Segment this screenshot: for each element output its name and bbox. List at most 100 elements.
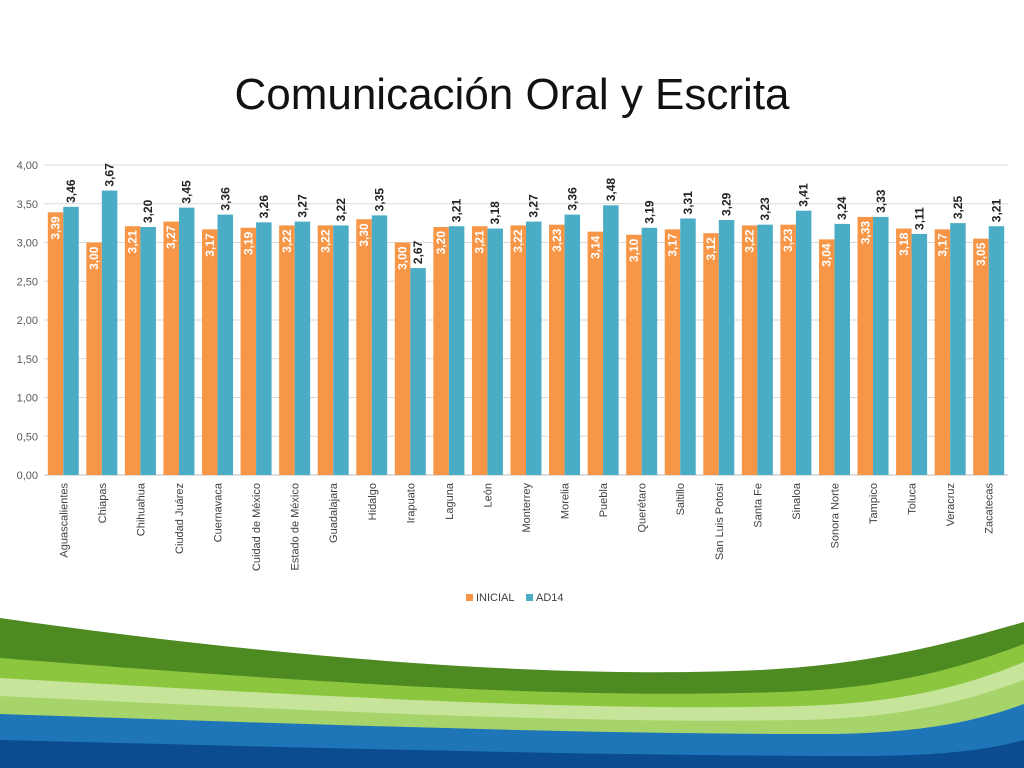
x-tick-label: Estado de México: [290, 483, 302, 570]
bar-ad14: [256, 222, 272, 475]
bar-inicial: [549, 224, 565, 475]
bar-inicial: [896, 228, 912, 475]
y-tick-label: 3,50: [17, 199, 38, 211]
bar-inicial: [163, 221, 179, 475]
bar-ad14: [718, 220, 735, 475]
bar-ad14: [101, 190, 118, 475]
value-label-inicial: 3,14: [588, 235, 602, 259]
value-label-ad14: 3,36: [218, 187, 232, 211]
value-label-inicial: 3,00: [396, 246, 410, 270]
x-tick-label: Tampico: [868, 483, 880, 524]
x-tick-label: León: [482, 483, 494, 507]
value-label-inicial: 3,22: [318, 229, 332, 253]
bar-ad14: [178, 207, 195, 475]
bar-inicial: [47, 212, 64, 475]
x-tick-label: Cuernavaca: [213, 482, 225, 542]
value-label-ad14: 3,27: [295, 194, 309, 218]
y-axis: 0,00 0,50 1,00 1,50 2,00 2,50 3,00 3,50 4,00: [17, 160, 38, 482]
x-tick-label: Hidalgo: [367, 483, 379, 520]
x-tick-label: Aguascalientes: [58, 483, 70, 558]
value-label-inicial: 3,23: [781, 228, 795, 252]
x-tick-label: Monterrey: [521, 483, 533, 533]
value-label-ad14: 3,21: [989, 199, 1003, 223]
x-tick-label: Irapuato: [405, 483, 417, 523]
bar-inicial: [664, 229, 681, 475]
y-tick-label: 4,00: [17, 160, 38, 172]
bar-ad14: [487, 228, 503, 475]
bar-ad14: [795, 210, 812, 475]
value-label-inicial: 3,39: [49, 216, 63, 240]
y-tick-label: 0,00: [17, 470, 38, 482]
bar-ad14: [333, 225, 349, 475]
value-label-ad14: 3,18: [488, 201, 502, 225]
bar-inicial: [240, 227, 257, 475]
x-tick-label: Sonora Norte: [829, 483, 841, 548]
y-tick-label: 1,00: [17, 393, 38, 405]
legend-label: AD14: [536, 592, 564, 604]
value-label-ad14: 3,25: [951, 195, 965, 219]
bar-inicial: [703, 233, 719, 475]
value-label-ad14: 3,36: [565, 187, 579, 211]
bar-inicial: [587, 231, 604, 475]
x-tick-label: Toluca: [907, 482, 919, 515]
value-label-ad14: 3,27: [527, 194, 541, 218]
bar-ad14: [294, 221, 311, 475]
value-label-ad14: 3,41: [797, 183, 811, 207]
x-tick-label: Santa Fe: [752, 483, 764, 528]
y-tick-label: 2,00: [17, 315, 38, 327]
bar-inicial: [857, 216, 874, 476]
value-label-ad14: 3,20: [141, 199, 155, 223]
value-label-inicial: 3,17: [935, 233, 949, 257]
value-label-ad14: 3,21: [450, 199, 464, 223]
bar-inicial: [626, 234, 642, 475]
x-tick-label: Ciudad Juárez: [174, 483, 186, 554]
value-label-inicial: 3,22: [511, 229, 525, 253]
value-label-ad14: 3,46: [64, 179, 78, 203]
value-label-inicial: 3,00: [87, 246, 101, 270]
x-axis: Aguascalientes Chiapas Chihuahua Ciudad Juá…: [58, 482, 995, 571]
bar-ad14: [410, 268, 426, 475]
x-tick-label: Guadalajara: [328, 482, 340, 543]
bar-ad14: [757, 224, 773, 475]
value-label-inicial: 3,22: [743, 229, 757, 253]
value-label-ad14: 3,11: [912, 207, 926, 230]
bar-ad14: [371, 215, 388, 475]
bar-ad14: [217, 214, 234, 475]
legend: INICIAL AD14: [466, 592, 564, 604]
bar-ad14: [873, 216, 889, 476]
y-tick-label: 1,50: [17, 354, 38, 366]
bar-ad14: [950, 223, 966, 475]
value-label-ad14: 3,45: [180, 180, 194, 204]
value-label-inicial: 3,18: [897, 232, 911, 256]
y-tick-label: 2,50: [17, 276, 38, 288]
value-label-inicial: 3,27: [164, 225, 178, 249]
value-label-inicial: 3,23: [550, 228, 564, 252]
value-label-inicial: 3,21: [126, 230, 140, 254]
bar-ad14: [564, 214, 581, 475]
bar-ad14: [448, 226, 465, 475]
decorative-waves: [0, 618, 1024, 768]
value-label-inicial: 3,12: [704, 237, 718, 261]
bar-ad14: [834, 223, 850, 475]
bar-ad14: [641, 227, 658, 475]
x-tick-label: Chiapas: [97, 483, 109, 524]
value-label-ad14: 3,26: [257, 195, 271, 219]
y-tick-label: 3,00: [17, 238, 38, 250]
bar-ad14: [63, 206, 79, 475]
x-tick-label: Puebla: [598, 482, 610, 517]
value-label-inicial: 3,04: [820, 243, 834, 267]
value-label-inicial: 3,17: [665, 233, 679, 257]
legend-swatch: [466, 594, 473, 601]
bar-inicial: [356, 219, 372, 475]
value-label-ad14: 3,29: [720, 192, 734, 216]
legend-label: INICIAL: [476, 592, 515, 604]
value-labels: 3,393,463,003,673,213,203,273,453,173,36…: [49, 163, 1004, 270]
x-tick-label: Saltillo: [675, 483, 687, 515]
value-label-ad14: 3,48: [604, 178, 618, 202]
value-label-inicial: 3,10: [627, 238, 641, 262]
y-tick-label: 0,50: [17, 431, 38, 443]
bar-inicial: [973, 238, 989, 475]
bar-ad14: [988, 226, 1005, 475]
value-label-inicial: 3,17: [203, 233, 217, 257]
bar-inicial: [510, 225, 526, 475]
